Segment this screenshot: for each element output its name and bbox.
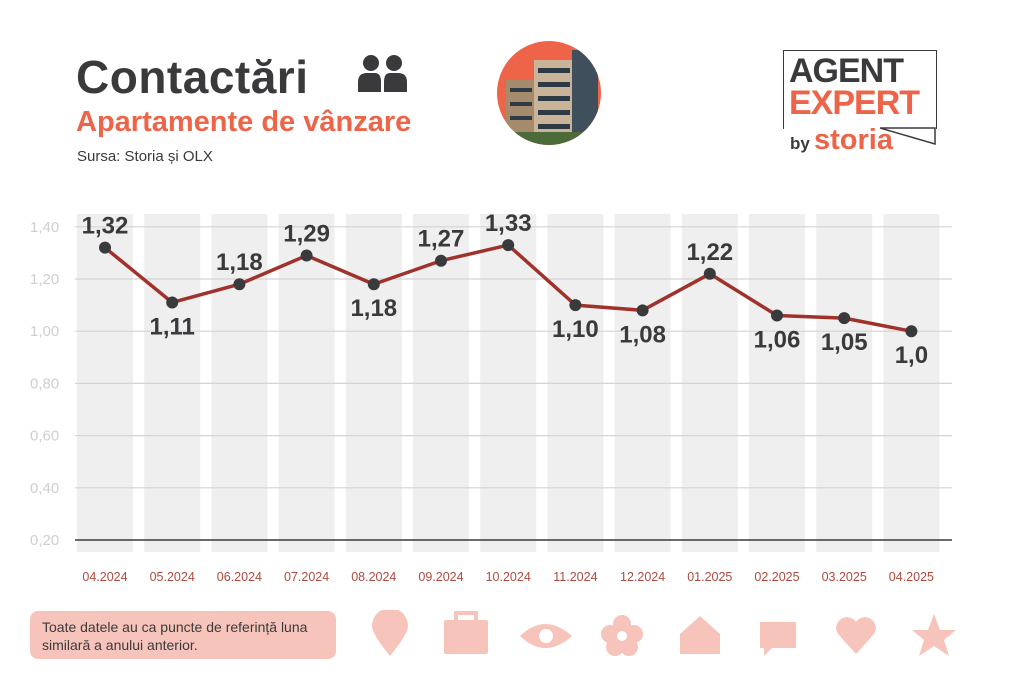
reference-note: Toate datele au ca puncte de referință l… xyxy=(30,611,336,659)
source-text: Sursa: Storia și OLX xyxy=(77,148,213,165)
data-point xyxy=(771,309,783,322)
data-label: 1,18 xyxy=(216,249,263,276)
flower-icon xyxy=(601,615,643,656)
x-tick-label: 11.2024 xyxy=(553,570,597,584)
x-tick-label: 03.2025 xyxy=(822,570,867,584)
data-point xyxy=(300,249,313,262)
x-tick-label: 06.2024 xyxy=(217,570,262,584)
heart-icon xyxy=(836,617,876,654)
data-label: 1,29 xyxy=(283,221,330,248)
x-tick-label: 01.2025 xyxy=(687,570,732,584)
data-label: 1,08 xyxy=(619,321,666,348)
x-tick-label: 12.2024 xyxy=(620,570,665,584)
page-subtitle: Apartamente de vânzare xyxy=(76,106,412,138)
briefcase-icon xyxy=(444,611,488,654)
x-tick-label: 08.2024 xyxy=(351,570,396,584)
data-label: 1,06 xyxy=(754,327,801,354)
data-point xyxy=(233,278,246,291)
data-point xyxy=(838,312,851,325)
y-tick-label: 1,40 xyxy=(30,219,59,236)
chat-icon xyxy=(760,622,796,656)
house-icon xyxy=(680,616,720,654)
data-label: 1,0 xyxy=(895,342,928,369)
data-label: 1,10 xyxy=(552,316,599,343)
data-label: 1,11 xyxy=(150,313,195,340)
eye-icon xyxy=(520,624,572,648)
data-point xyxy=(367,278,380,291)
data-point xyxy=(703,267,716,280)
building-photo xyxy=(497,41,601,145)
data-label: 1,18 xyxy=(350,295,397,322)
y-tick-label: 1,20 xyxy=(30,271,59,288)
star-icon xyxy=(912,614,956,656)
y-tick-label: 0,60 xyxy=(30,428,59,445)
x-tick-label: 02.2025 xyxy=(754,570,799,584)
page-title: Contactări xyxy=(76,51,309,103)
data-point xyxy=(569,299,582,312)
users-icon xyxy=(358,55,407,92)
data-label: 1,33 xyxy=(485,210,532,237)
pin-icon xyxy=(372,610,408,656)
agent-expert-logo: AGENT EXPERT by storia xyxy=(780,48,945,163)
data-label: 1,32 xyxy=(82,213,129,240)
data-label: 1,22 xyxy=(686,239,733,266)
x-tick-label: 07.2024 xyxy=(284,570,329,584)
data-point xyxy=(502,239,515,252)
x-tick-label: 09.2024 xyxy=(418,570,463,584)
x-tick-label: 04.2024 xyxy=(82,570,127,584)
y-tick-label: 1,00 xyxy=(30,323,59,340)
data-point xyxy=(166,296,179,309)
y-tick-label: 0,20 xyxy=(30,532,59,549)
y-tick-label: 0,80 xyxy=(30,375,59,392)
data-point xyxy=(636,304,649,317)
data-label: 1,27 xyxy=(418,226,465,253)
x-tick-label: 10.2024 xyxy=(486,570,531,584)
y-tick-label: 0,40 xyxy=(30,480,59,497)
x-tick-label: 04.2025 xyxy=(889,570,934,584)
footer-icons xyxy=(372,610,956,656)
x-tick-label: 05.2024 xyxy=(150,570,195,584)
data-point xyxy=(435,254,447,267)
data-point xyxy=(99,241,111,254)
data-point xyxy=(905,325,918,338)
data-label: 1,05 xyxy=(821,329,868,356)
